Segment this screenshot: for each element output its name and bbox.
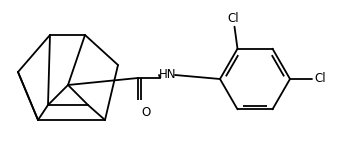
Text: O: O — [141, 106, 150, 119]
Text: Cl: Cl — [314, 73, 326, 85]
Text: HN: HN — [159, 69, 177, 82]
Text: Cl: Cl — [228, 12, 239, 25]
